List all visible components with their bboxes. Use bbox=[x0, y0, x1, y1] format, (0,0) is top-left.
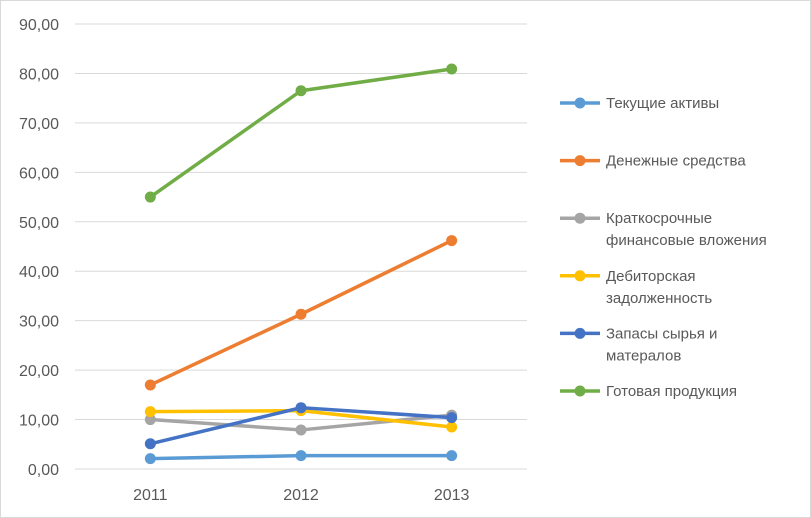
data-point bbox=[446, 63, 458, 75]
legend-label-line: Текущие активы bbox=[606, 95, 719, 112]
data-point bbox=[446, 421, 458, 433]
legend-marker bbox=[574, 270, 586, 282]
legend-label: Краткосрочные финансовые вложения bbox=[606, 210, 767, 249]
y-tick-label: 10,00 bbox=[19, 413, 59, 430]
legend-item: Дебиторская задолженность bbox=[560, 268, 712, 307]
legend-label-line: задолженность bbox=[606, 290, 712, 307]
x-axis-tick-labels: 2011 2012 2013 bbox=[133, 487, 469, 504]
legend-item: Краткосрочные финансовые вложения bbox=[560, 210, 767, 249]
legend-label-line: Дебиторская bbox=[606, 268, 696, 285]
legend-item: Денежные средства bbox=[560, 153, 746, 170]
y-tick-label: 40,00 bbox=[19, 264, 59, 281]
legend-label-line: матералов bbox=[606, 347, 681, 364]
legend-marker bbox=[574, 212, 586, 224]
legend-item: Запасы сырья и матералов bbox=[560, 325, 717, 364]
legend-label-line: Денежные средства bbox=[606, 153, 746, 170]
legend-item: Готовая продукция bbox=[560, 383, 737, 400]
data-point bbox=[295, 450, 307, 462]
legend-item: Текущие активы bbox=[560, 95, 719, 112]
data-point bbox=[295, 424, 307, 436]
y-tick-label: 80,00 bbox=[19, 66, 59, 83]
legend-label: Запасы сырья и матералов bbox=[606, 325, 717, 364]
series-lines bbox=[144, 63, 458, 465]
data-point bbox=[295, 308, 307, 320]
legend-marker bbox=[574, 327, 586, 339]
legend-label-line: Краткосрочные bbox=[606, 210, 712, 227]
data-point bbox=[144, 379, 156, 391]
legend-label: Готовая продукция bbox=[606, 383, 737, 400]
y-tick-label: 0,00 bbox=[28, 462, 59, 479]
data-point bbox=[144, 406, 156, 418]
legend-label-line: Готовая продукция bbox=[606, 383, 737, 400]
y-tick-label: 30,00 bbox=[19, 314, 59, 331]
legend-label-line: Запасы сырья и bbox=[606, 325, 717, 342]
y-axis-tick-labels: 0,00 10,00 20,00 30,00 40,00 50,00 60,00 70,00 8… bbox=[19, 17, 59, 479]
data-point bbox=[144, 414, 156, 426]
legend-marker bbox=[574, 97, 586, 109]
data-point bbox=[446, 450, 458, 462]
data-point bbox=[446, 412, 458, 424]
legend: Текущие активы Денежные средства Краткоср… bbox=[560, 95, 767, 400]
legend-label: Дебиторская задолженность bbox=[606, 268, 712, 307]
data-point bbox=[144, 191, 156, 203]
y-tick-label: 60,00 bbox=[19, 165, 59, 182]
legend-label: Денежные средства bbox=[606, 153, 746, 170]
y-tick-label: 90,00 bbox=[19, 17, 59, 34]
data-point bbox=[446, 235, 458, 247]
data-point bbox=[144, 438, 156, 450]
y-tick-label: 20,00 bbox=[19, 363, 59, 380]
legend-label: Текущие активы bbox=[606, 95, 719, 112]
x-tick-label: 2013 bbox=[434, 487, 470, 504]
legend-marker bbox=[574, 385, 586, 397]
legend-marker bbox=[574, 155, 586, 167]
legend-label-line: финансовые вложения bbox=[606, 232, 767, 249]
y-tick-label: 70,00 bbox=[19, 116, 59, 133]
data-point bbox=[295, 402, 307, 414]
y-tick-label: 50,00 bbox=[19, 215, 59, 232]
data-point bbox=[295, 85, 307, 97]
x-tick-label: 2012 bbox=[283, 487, 319, 504]
data-point bbox=[144, 453, 156, 465]
x-tick-label: 2011 bbox=[133, 487, 168, 504]
